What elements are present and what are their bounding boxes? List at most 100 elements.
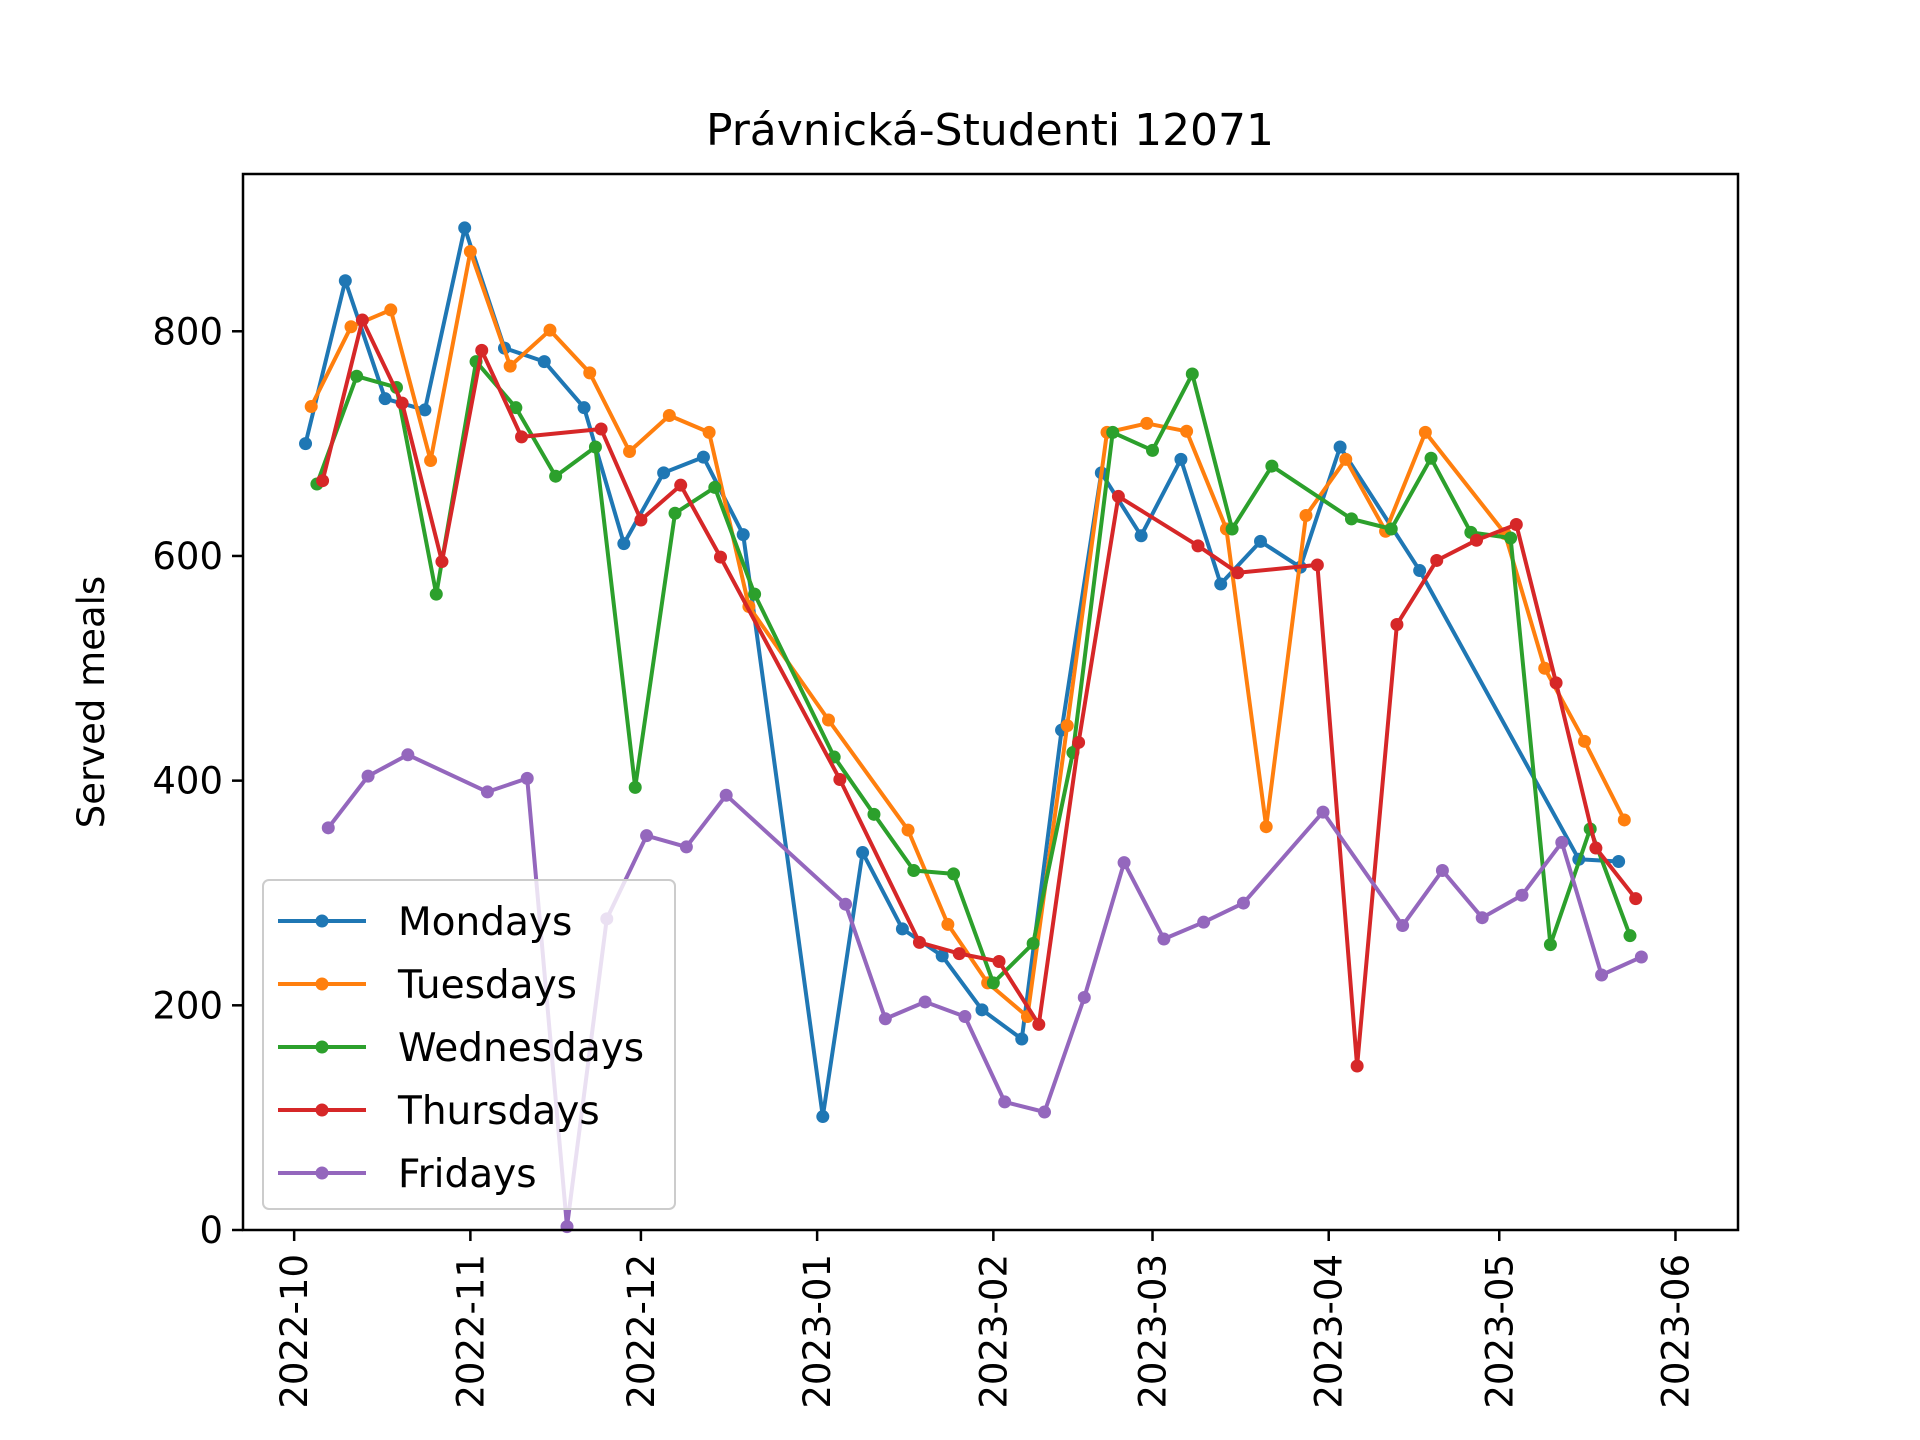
data-point-thursdays [475,343,489,357]
data-point-wednesdays [668,506,682,520]
data-point-wednesdays [350,369,364,383]
data-point-mondays [1214,577,1228,591]
data-point-wednesdays [867,807,881,821]
data-point-wednesdays [429,587,443,601]
data-point-thursdays [1191,539,1205,553]
data-point-mondays [856,846,870,860]
data-point-fridays [361,769,375,783]
data-point-thursdays [1231,566,1245,580]
data-point-mondays [299,437,313,451]
data-point-fridays [1157,932,1171,946]
data-point-thursdays [316,474,330,488]
data-point-wednesdays [1185,367,1199,381]
x-tick-label: 2023-03 [1132,1254,1175,1409]
data-point-thursdays [833,773,847,787]
data-point-thursdays [435,555,449,569]
data-point-tuesdays [1538,661,1552,675]
data-point-thursdays [1350,1059,1364,1073]
data-point-wednesdays [708,480,722,494]
data-point-fridays [878,1012,892,1026]
data-point-fridays [958,1010,972,1024]
data-point-wednesdays [1384,522,1398,536]
data-point-tuesdays [1140,416,1154,430]
data-point-thursdays [634,513,648,527]
data-point-tuesdays [702,425,716,439]
data-point-wednesdays [1504,531,1518,545]
legend-box [262,879,676,1210]
data-point-mondays [736,528,750,542]
data-point-tuesdays [1060,719,1074,733]
legend-label: Fridays [398,1152,537,1197]
data-point-thursdays [1549,676,1563,690]
data-point-wednesdays [509,401,523,415]
y-tick-label: 400 [152,760,223,803]
data-point-thursdays [1310,558,1324,572]
data-point-tuesdays [623,444,637,458]
data-point-thursdays [1032,1017,1046,1031]
y-tick-label: 200 [152,984,223,1027]
data-point-tuesdays [1180,424,1194,438]
data-point-wednesdays [588,440,602,454]
data-point-tuesdays [583,366,597,380]
data-point-fridays [839,897,853,911]
data-point-mondays [577,401,591,415]
data-point-fridays [480,785,494,799]
data-point-wednesdays [907,864,921,878]
data-point-tuesdays [1617,813,1631,827]
data-point-wednesdays [1543,938,1557,952]
data-point-fridays [401,748,415,762]
data-point-wednesdays [1146,443,1160,457]
legend-item-fridays: Fridays [278,1152,537,1197]
y-axis-label: Served meals [70,576,113,828]
data-point-mondays [975,1003,989,1017]
data-point-fridays [1038,1105,1052,1119]
data-point-tuesdays [1299,509,1313,523]
series-wednesdays [310,355,1637,990]
legend-label: Wednesdays [398,1026,644,1071]
y-axis: 0 200 400 600 800 [152,310,243,1252]
legend-marker [315,914,329,928]
data-point-wednesdays [1424,451,1438,465]
data-point-wednesdays [748,587,762,601]
data-point-fridays [520,771,534,785]
data-point-fridays [918,995,932,1009]
plot-area [241,172,1740,1234]
data-point-fridays [998,1095,1012,1109]
y-tick-label: 0 [199,1209,223,1252]
data-point-wednesdays [549,469,563,483]
data-point-wednesdays [1344,512,1358,526]
data-point-mondays [1333,440,1347,454]
data-point-mondays [537,355,551,369]
data-point-fridays [1634,950,1648,964]
data-point-thursdays [1390,617,1404,631]
legend-marker [315,977,329,991]
data-point-thursdays [355,313,369,327]
data-point-mondays [378,392,392,406]
data-point-wednesdays [628,780,642,794]
data-point-tuesdays [1578,734,1592,748]
legend-item-tuesdays: Tuesdays [278,963,577,1008]
x-tick-label: 2022-10 [273,1254,316,1409]
data-point-tuesdays [941,917,955,931]
data-point-mondays [1413,564,1427,578]
y-tick-label: 600 [152,535,223,578]
data-point-mondays [418,403,432,417]
data-point-thursdays [594,422,608,436]
data-point-tuesdays [1418,425,1432,439]
data-point-thursdays [912,935,926,949]
x-tick-label: 2023-05 [1478,1254,1521,1409]
data-point-fridays [1515,888,1529,902]
data-point-thursdays [395,396,409,410]
data-point-wednesdays [1026,937,1040,951]
data-point-fridays [1077,990,1091,1004]
legend-label: Mondays [398,900,572,945]
x-tick-label: 2023-06 [1654,1254,1697,1409]
data-point-tuesdays [662,409,676,423]
data-point-fridays [321,821,335,835]
x-tick-label: 2023-04 [1308,1254,1351,1409]
legend-label: Tuesdays [397,963,577,1008]
legend-label: Thursdays [397,1089,600,1134]
data-point-mondays [1254,534,1268,548]
